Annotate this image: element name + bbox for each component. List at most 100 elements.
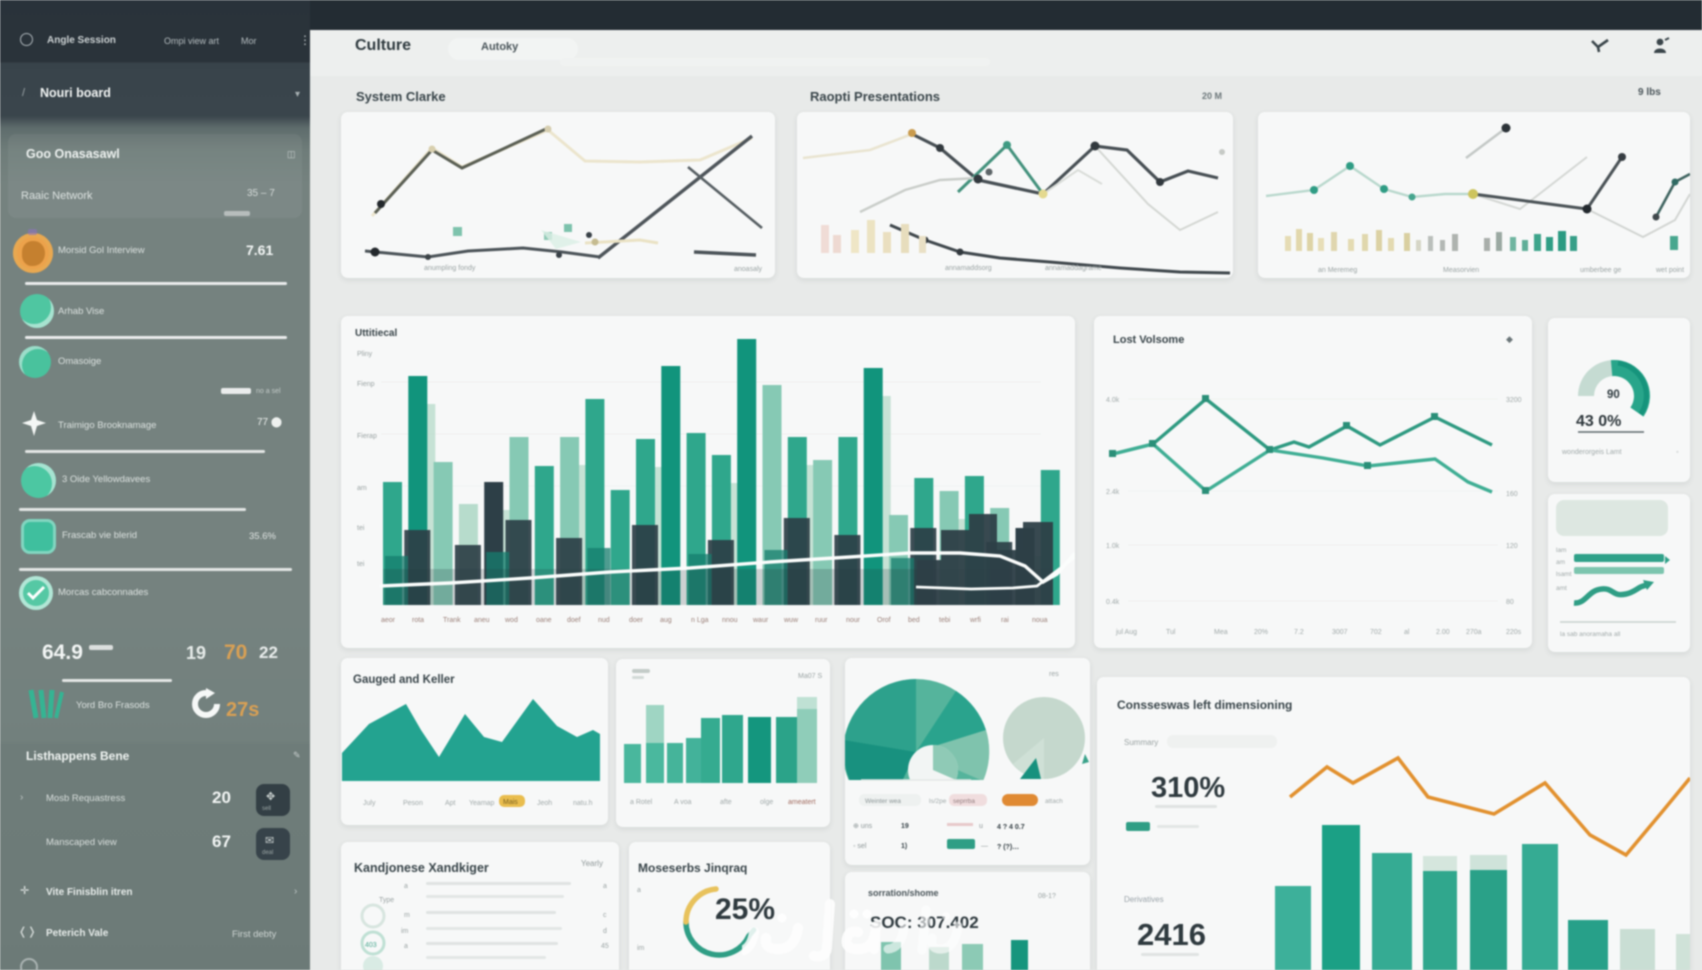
svg-text:25%: 25% <box>715 893 775 926</box>
svg-text:0.4k: 0.4k <box>1106 599 1120 606</box>
svg-text:702: 702 <box>1370 629 1382 636</box>
svg-text:Weinter wea: Weinter wea <box>865 798 901 805</box>
svg-text:80: 80 <box>1506 599 1514 606</box>
svg-text:43 0%: 43 0% <box>1576 413 1621 430</box>
svg-text:1.0k: 1.0k <box>1106 543 1120 550</box>
svg-text:natu.h: natu.h <box>573 800 593 807</box>
svg-text:doef: doef <box>567 617 581 624</box>
svg-text:7.2: 7.2 <box>1294 629 1304 636</box>
svg-text:lsamt: lsamt <box>1556 571 1572 578</box>
svg-text:◦: ◦ <box>1676 449 1678 456</box>
svg-text:attach: attach <box>1045 798 1063 805</box>
svg-text:Yearly: Yearly <box>581 859 603 868</box>
svg-text:u: u <box>979 823 983 830</box>
svg-text:doer: doer <box>629 617 644 624</box>
svg-text:afte: afte <box>720 799 732 806</box>
svg-text:A voa: A voa <box>674 799 692 806</box>
svg-text:tei: tei <box>357 525 365 532</box>
svg-text:aeor: aeor <box>381 617 396 624</box>
svg-text:ameatert: ameatert <box>788 799 816 806</box>
svg-text:19: 19 <box>901 823 909 830</box>
svg-text:oane: oane <box>536 617 552 624</box>
svg-text:annamaddagrame: annamaddagrame <box>1045 265 1102 272</box>
svg-text:Apt: Apt <box>445 800 456 807</box>
svg-text:2416: 2416 <box>1137 917 1206 952</box>
svg-text:3007: 3007 <box>1332 629 1348 636</box>
svg-text:im: im <box>637 945 645 952</box>
svg-text:res: res <box>1049 671 1059 678</box>
svg-text:Lost Volsome: Lost Volsome <box>1113 334 1184 346</box>
svg-text:wonderorgeis Lamt: wonderorgeis Lamt <box>1561 449 1622 456</box>
svg-text:? (?)…: ? (?)… <box>997 844 1019 851</box>
svg-text:Orof: Orof <box>877 617 891 624</box>
svg-text:wuw: wuw <box>783 617 799 624</box>
svg-text:bed: bed <box>908 617 920 624</box>
svg-text:lam: lam <box>1556 547 1566 554</box>
svg-text:tei: tei <box>357 561 365 568</box>
svg-text:a Rotel: a Rotel <box>630 799 653 806</box>
svg-text:nud: nud <box>598 617 610 624</box>
svg-text:220s: 220s <box>1506 629 1522 636</box>
svg-text:Yeamap: Yeamap <box>469 800 495 807</box>
svg-text:120: 120 <box>1506 543 1518 550</box>
svg-text:⊕ uns: ⊕ uns <box>853 823 873 830</box>
svg-text:Jeoh: Jeoh <box>537 800 552 807</box>
svg-text:Tul: Tul <box>1166 629 1176 636</box>
svg-text:wod: wod <box>504 617 518 624</box>
svg-text:tebi: tebi <box>939 617 951 624</box>
svg-text:anumpling fondy: anumpling fondy <box>424 265 476 272</box>
svg-text:ls/2pe: ls/2pe <box>929 798 947 805</box>
svg-text:wet point: wet point <box>1655 267 1684 274</box>
svg-text:Gauged and Keller: Gauged and Keller <box>353 674 455 686</box>
svg-text:Measorvien: Measorvien <box>1443 267 1479 274</box>
svg-text:2.4k: 2.4k <box>1106 489 1120 496</box>
svg-text:jul Aug: jul Aug <box>1115 629 1137 636</box>
svg-text:d: d <box>603 928 607 935</box>
svg-text:nnou: nnou <box>722 617 738 624</box>
svg-text:al: al <box>1404 629 1410 636</box>
svg-text:Kandjonese Xandkiger: Kandjonese Xandkiger <box>354 861 489 875</box>
svg-text:am: am <box>357 485 367 492</box>
svg-text:sorration/shome: sorration/shome <box>868 888 939 898</box>
svg-text:90: 90 <box>1607 389 1620 401</box>
svg-text:rai: rai <box>1001 617 1009 624</box>
svg-text:◆: ◆ <box>1506 334 1513 344</box>
svg-text:am: am <box>1556 559 1565 566</box>
svg-text:la sab anoramaha all: la sab anoramaha all <box>1560 631 1621 638</box>
svg-text:2.00: 2.00 <box>1436 629 1450 636</box>
svg-text:n Lga: n Lga <box>691 617 709 624</box>
svg-text:4 ? 4 0.7: 4 ? 4 0.7 <box>997 824 1025 831</box>
svg-text:rota: rota <box>412 617 424 624</box>
svg-text:c: c <box>603 912 607 919</box>
svg-text:umberbee ge: umberbee ge <box>1580 267 1621 274</box>
svg-text:Moseserbs Jinqraq: Moseserbs Jinqraq <box>638 861 747 875</box>
svg-text:July: July <box>363 800 376 807</box>
svg-text:amt: amt <box>1556 585 1567 592</box>
svg-text:im: im <box>401 928 409 935</box>
svg-text:Pliny: Pliny <box>357 351 373 358</box>
svg-text:Uttitiecal: Uttitiecal <box>355 328 397 339</box>
svg-text:08-1?: 08-1? <box>1038 893 1056 900</box>
svg-text:ruur: ruur <box>815 617 828 624</box>
svg-text:wrfi: wrfi <box>969 617 981 624</box>
svg-text:an Meremeg: an Meremeg <box>1318 267 1357 274</box>
svg-text:Type: Type <box>379 897 394 904</box>
svg-text:a: a <box>404 943 408 950</box>
svg-text:160: 160 <box>1506 491 1518 498</box>
svg-text:270a: 270a <box>1466 629 1482 636</box>
svg-text:m: m <box>404 912 410 919</box>
svg-text:waur: waur <box>752 617 769 624</box>
svg-text:noua: noua <box>1032 617 1048 624</box>
svg-text:310%: 310% <box>1151 772 1225 804</box>
svg-text:Consseswas left dimensioning: Consseswas left dimensioning <box>1117 698 1292 712</box>
svg-text:1): 1) <box>901 843 907 850</box>
svg-text:anoasaly: anoasaly <box>734 266 763 273</box>
svg-text:403: 403 <box>365 942 377 949</box>
svg-text:—: — <box>981 843 988 850</box>
svg-text:Fierap: Fierap <box>357 433 377 440</box>
svg-text:seprrba: seprrba <box>953 798 975 805</box>
svg-text:aug: aug <box>660 617 672 624</box>
svg-text:45: 45 <box>601 943 609 950</box>
svg-text:olge: olge <box>760 799 773 806</box>
svg-text:20%: 20% <box>1254 629 1268 636</box>
